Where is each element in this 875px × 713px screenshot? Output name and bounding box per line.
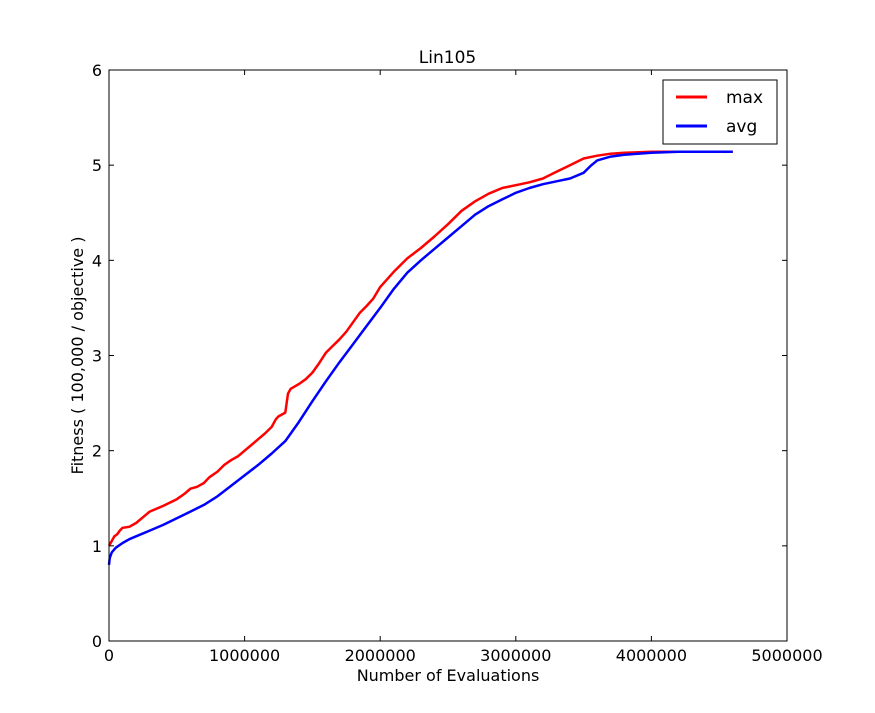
y-tick-label: 2 (92, 442, 102, 461)
x-tick-label: 0 (104, 646, 114, 665)
x-tick-label: 4000000 (616, 646, 687, 665)
plot-lines (107, 150, 733, 566)
y-tick-label: 3 (92, 347, 102, 366)
series-line-max (107, 150, 733, 547)
legend-label-max: max (726, 88, 763, 108)
y-tick-label: 6 (92, 61, 102, 80)
x-tick-label: 3000000 (480, 646, 551, 665)
x-axis-label: Number of Evaluations (357, 666, 540, 685)
x-tick-label: 5000000 (751, 646, 822, 665)
y-tick-label: 4 (92, 251, 102, 270)
y-axis: 0 1 2 3 4 5 6 (92, 61, 787, 651)
x-tick-label: 2000000 (345, 646, 416, 665)
legend-frame (662, 79, 778, 145)
y-tick-label: 1 (92, 537, 102, 556)
x-tick-label: 1000000 (209, 646, 280, 665)
y-axis-label: Fitness ( 100,000 / objective ) (68, 237, 87, 475)
legend-label-avg: avg (726, 117, 757, 137)
legend: max avg (662, 79, 778, 145)
y-tick-label: 0 (92, 632, 102, 651)
y-tick-label: 5 (92, 156, 102, 175)
series-line-avg (107, 150, 733, 566)
x-axis: 0 1000000 2000000 3000000 4000000 5000000 (104, 70, 823, 665)
chart-title: Lin105 (419, 48, 476, 68)
